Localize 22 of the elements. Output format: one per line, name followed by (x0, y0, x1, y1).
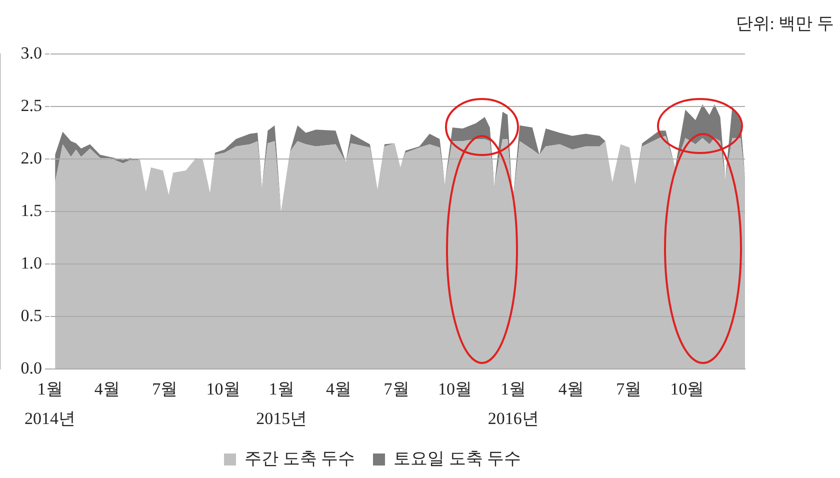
x-tick-label: 1월 2016년 (488, 379, 539, 428)
x-tick-label: 1월 2015년 (256, 379, 308, 428)
x-tick-label: 7월 (384, 379, 410, 398)
y-tick-label: 0.5 (20, 306, 42, 325)
y-tick-label: 2.5 (20, 96, 42, 115)
x-tick-label: 1월 2014년 (24, 379, 76, 428)
x-tick-label: 7월 (152, 379, 178, 398)
y-tick-label: 0.0 (20, 358, 42, 378)
legend-label: 토요일 도축 두수 (394, 448, 521, 468)
x-tick-label: 10월 (670, 379, 704, 398)
x-tick-label: 4월 (94, 379, 120, 398)
x-tick-label: 4월 (558, 379, 584, 398)
y-tick-label: 2.0 (20, 148, 42, 168)
x-tick-label: 10월 (438, 379, 472, 398)
legend-label: 주간 도축 두수 (244, 448, 355, 468)
x-tick-label: 10월 (206, 379, 240, 398)
y-tick-label: 3.0 (20, 43, 42, 62)
x-tick-label: 4월 (326, 379, 352, 398)
x-tick-label: 7월 (616, 379, 642, 398)
y-tick-label: 1.5 (20, 200, 42, 220)
text: 단위: 백만 두 (736, 13, 834, 35)
y-tick-label: 1.0 (20, 253, 42, 272)
